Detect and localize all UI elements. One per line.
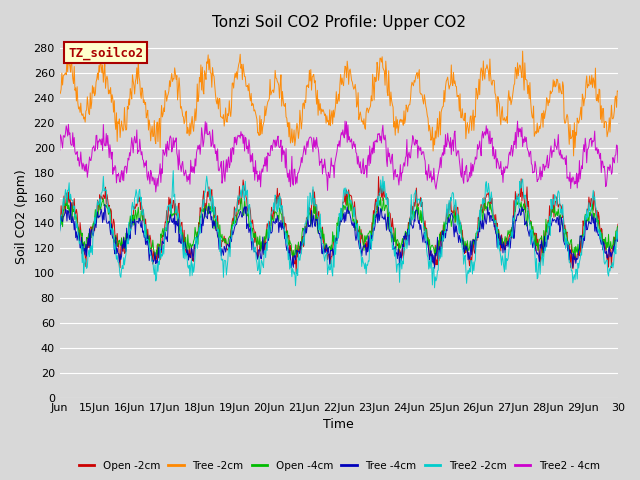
Y-axis label: Soil CO2 (ppm): Soil CO2 (ppm)	[15, 169, 28, 264]
Legend: Open -2cm, Tree -2cm, Open -4cm, Tree -4cm, Tree2 -2cm, Tree2 - 4cm: Open -2cm, Tree -2cm, Open -4cm, Tree -4…	[74, 456, 604, 475]
Text: TZ_soilco2: TZ_soilco2	[68, 46, 143, 60]
Title: Tonzi Soil CO2 Profile: Upper CO2: Tonzi Soil CO2 Profile: Upper CO2	[212, 15, 466, 30]
X-axis label: Time: Time	[323, 419, 354, 432]
